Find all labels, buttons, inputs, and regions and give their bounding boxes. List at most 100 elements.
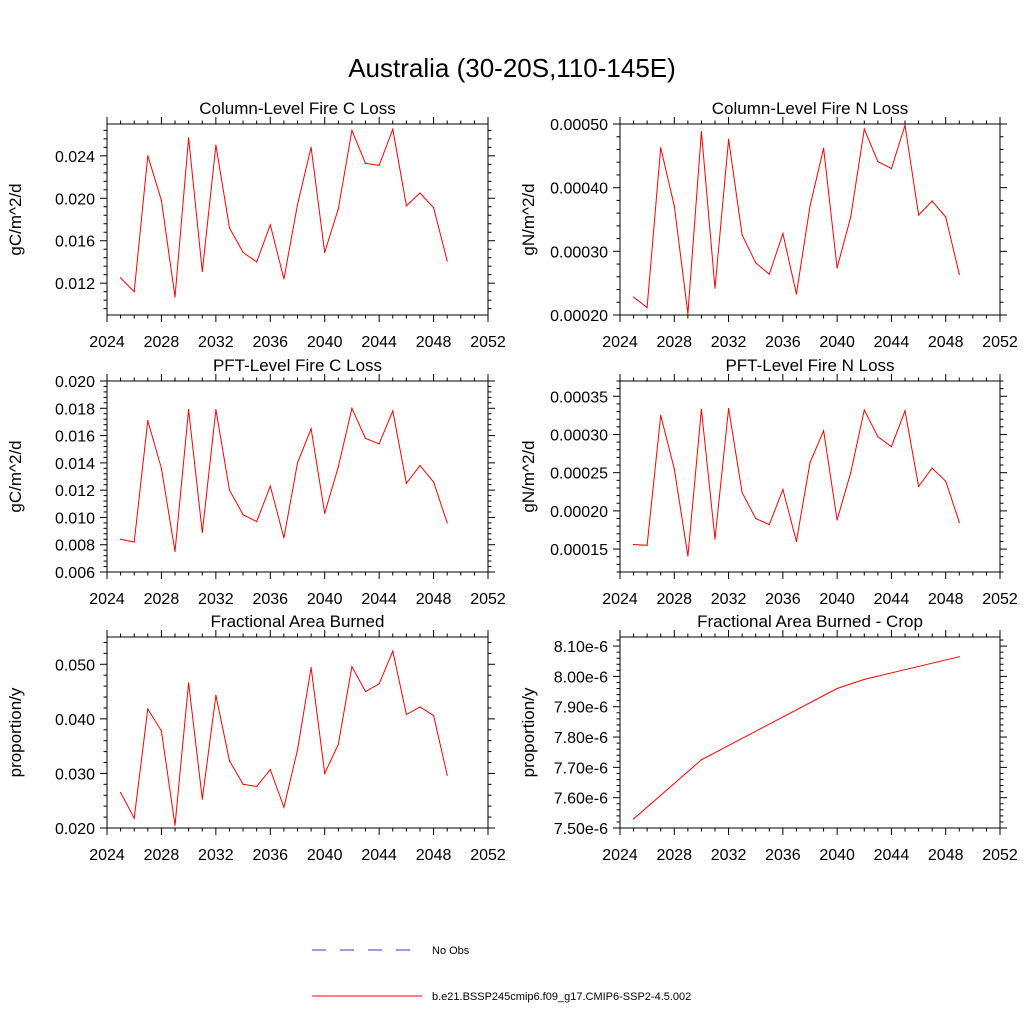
data-point [405,482,407,484]
x-tick-label: 2036 [765,334,801,351]
data-point [687,313,689,315]
data-point [632,296,635,298]
x-tick-label: 2048 [416,334,452,351]
legend-label-model: b.e21.BSSP245cmip6.f09_g17.CMIP6-SSP2-4.… [432,991,691,1003]
data-point [337,743,339,746]
data-point [446,774,448,776]
chart-title: PFT-Level Fire N Loss [725,356,894,375]
data-point [351,407,353,409]
chart-title: Column-Level Fire N Loss [712,99,909,118]
data-point [160,730,163,732]
x-tick-label: 2024 [89,847,125,864]
data-point [782,232,784,235]
data-point [741,491,743,494]
data-point [795,540,798,543]
x-tick-label: 2028 [144,847,180,864]
data-point [364,690,367,693]
y-tick-label: 0.008 [55,538,95,555]
data-point [392,650,394,652]
data-point [310,666,312,669]
y-tick-label: 7.70e-6 [554,760,608,777]
x-tick-label: 2028 [656,847,692,864]
data-point [120,791,122,794]
x-tick-label: 2048 [416,591,452,608]
data-point [296,749,299,751]
y-tick-label: 0.016 [55,429,95,446]
data-point [660,146,662,149]
data-point [958,273,960,275]
data-point [160,467,163,469]
data-point [147,155,149,157]
data-point [256,520,258,523]
data-point [945,480,947,482]
x-tick-label: 2024 [89,591,125,608]
y-tick-label: 0.012 [55,276,95,293]
data-point [324,251,326,253]
data-point [714,538,716,540]
y-tick-label: 0.00020 [550,308,608,325]
data-point [392,410,394,412]
y-tick-label: 7.50e-6 [554,821,608,838]
data-point [337,208,339,210]
data-point [917,485,920,488]
data-point [351,129,353,131]
page-title: Australia (30-20S,110-145E) [348,53,676,83]
data-point [782,488,784,491]
data-point [364,437,367,439]
y-tick-label: 0.00015 [550,542,608,559]
data-point [700,408,703,410]
y-tick-label: 0.020 [55,191,95,208]
data-point [809,462,811,464]
data-point [405,205,407,207]
x-tick-label: 2040 [307,591,343,608]
data-point [120,538,122,540]
data-point [836,267,838,269]
chart-panel-3: PFT-Level Fire C Loss gC/m^2/d 2024 2028 203… [6,356,506,608]
data-point [296,204,299,206]
chart-title: Column-Level Fire C Loss [199,99,396,118]
x-tick-label: 2044 [361,847,397,864]
y-tick-label: 0.00030 [550,427,608,444]
data-point [958,656,960,658]
data-point [242,514,244,516]
data-point [863,409,865,411]
data-point [877,160,879,163]
data-point [296,462,299,464]
data-point [215,144,217,146]
y-tick-label: 0.016 [55,234,95,251]
data-point [836,519,838,521]
data-point [147,708,149,710]
data-point [755,262,757,264]
data-point [283,806,285,808]
data-point [201,531,203,534]
x-tick-label: 2044 [874,847,910,864]
y-tick-label: 0.00040 [550,181,608,198]
x-tick-label: 2028 [656,334,692,351]
data-point [632,543,635,546]
y-tick-label: 0.00050 [550,117,608,134]
data-point [700,759,703,761]
y-tick-label: 0.006 [55,565,95,582]
y-tick-label: 0.030 [55,766,95,783]
data-point [310,146,312,148]
data-point [850,472,852,474]
data-point [822,147,825,149]
y-tick-label: 7.80e-6 [554,730,608,747]
data-point [741,234,743,236]
y-tick-label: 0.020 [55,821,95,838]
data-point [850,216,852,218]
data-point [242,251,244,253]
x-tick-label: 2044 [361,591,397,608]
x-tick-label: 2036 [765,591,801,608]
chart-panel-6: Fractional Area Burned - Crop proportion/… [519,612,1018,864]
data-point [324,772,326,775]
data-point [269,485,271,487]
data-point [419,192,421,194]
y-tick-label: 0.050 [55,657,95,674]
data-point [904,124,906,126]
data-point [133,541,135,543]
x-tick-label: 2032 [198,334,234,351]
data-point [917,214,920,216]
y-tick-label: 0.00025 [550,466,608,483]
data-point [269,224,271,226]
